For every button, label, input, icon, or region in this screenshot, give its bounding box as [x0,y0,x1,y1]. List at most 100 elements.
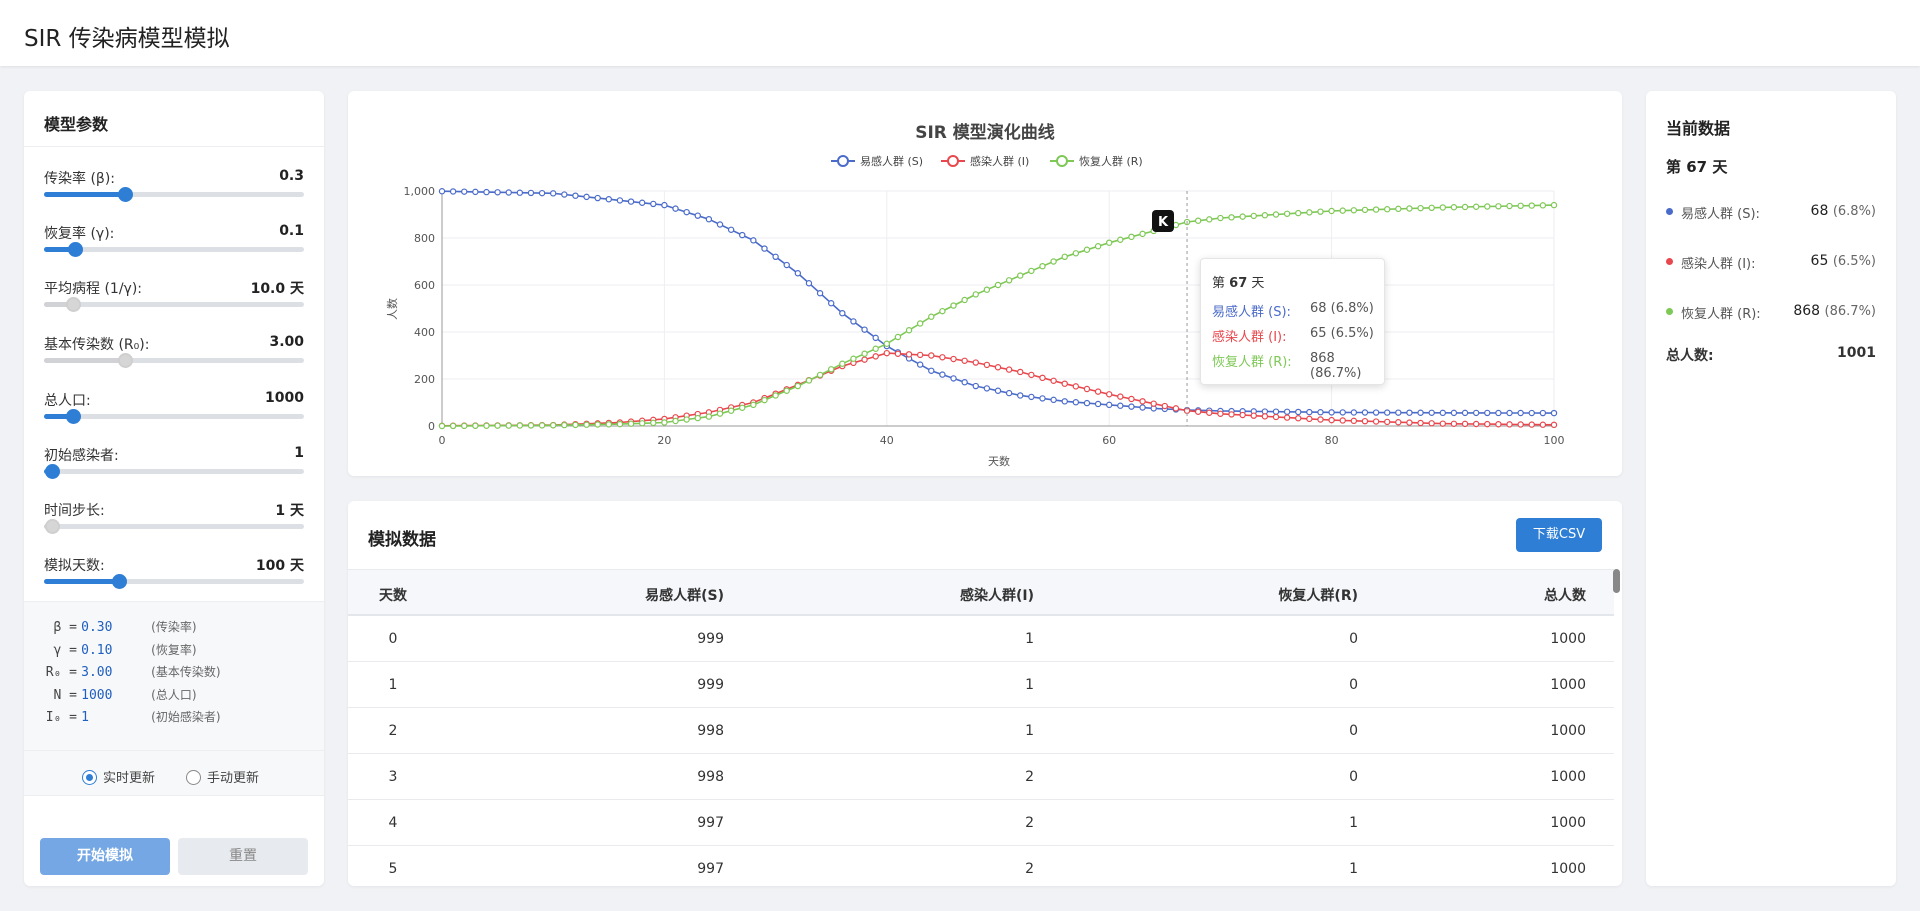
param-3: 基本传染数 (R₀): 3.00 [44,334,304,374]
series-point [1106,391,1113,398]
series-point [1039,262,1046,270]
series-point [1328,207,1335,215]
hover-marker-label: K [1158,215,1169,230]
y-tick-label: 800 [414,232,435,245]
series-point [494,189,501,196]
manual-update-radio[interactable]: 手动更新 [186,767,259,786]
table-cell: 2 [1025,769,1034,785]
series-point [449,422,457,430]
slider-handle[interactable] [65,409,81,424]
x-tick-label: 0 [439,434,446,447]
reset-button[interactable]: 重置 [178,838,308,875]
table-scrollbar[interactable] [1613,569,1620,593]
series-point [972,382,979,390]
param-slider[interactable] [44,242,304,257]
y-tick-label: 400 [414,326,435,339]
series-point [672,417,679,425]
series-point [916,320,924,327]
series-point [972,291,979,298]
series-point [527,189,535,197]
series-point [1017,272,1024,279]
tooltip-series-name: 恢复人群 (R): [1212,355,1292,370]
series-point [1061,253,1068,260]
series-point [1517,409,1524,417]
eq-symbol: R₀ = [45,665,77,680]
series-point [1350,409,1358,416]
series-point [583,421,590,428]
series-point [1128,233,1135,241]
tooltip-series-value: 65 (6.5%) [1310,326,1374,341]
series-point [794,270,802,277]
param-slider[interactable] [44,464,304,479]
param-value: 3.00 [269,334,304,350]
download-csv-button[interactable]: 下载CSV [1516,518,1602,552]
series-point [1283,414,1291,421]
series-point [1539,202,1547,209]
slider-handle[interactable] [68,242,84,257]
series-point [783,261,790,269]
series-point [605,421,612,428]
series-point [1484,203,1491,210]
table-cell: 999 [697,677,724,693]
series-point [1194,408,1202,415]
series-point [1361,409,1369,416]
series-point [994,387,1002,394]
data-table: 天数 易感人群(S) 感染人群(I) 恢复人群(R) 总人数 0 999 1 0 1000 1 999… [348,569,1614,886]
series-point [850,318,857,325]
slider-handle[interactable] [117,187,133,202]
param-2: 平均病程 (1/γ): 10.0 天 [44,278,304,318]
series-point [816,290,824,297]
series-point [750,237,757,244]
series-point [994,364,1002,371]
eq-value: 3.00 [81,665,113,680]
realtime-update-radio[interactable]: 实时更新 [82,767,155,786]
series-point [872,353,879,360]
table-row: 5 997 2 1 1000 [348,846,1614,886]
series-point [1361,206,1369,214]
table-cell: 1 [1025,723,1034,739]
param-label: 模拟天数: [44,558,105,574]
series-point [1083,385,1091,393]
series-point [650,419,657,427]
start-simulation-button[interactable]: 开始模拟 [40,838,170,875]
series-point [794,382,802,390]
series-point [1439,409,1447,417]
table-cell: 1 [388,677,398,693]
series-point [494,422,501,429]
current-data-title: 当前数据 [1666,119,1731,138]
series-point [1239,411,1246,419]
series-dot-icon [1666,308,1673,315]
param-slider[interactable] [44,187,304,202]
series-point [1317,208,1324,215]
chart-card: SIR 模型演化曲线 易感人群 (S) 感染人群 (I) 恢复人群 (R) 0 20 40 6… [348,91,1622,476]
param-value: 1000 [265,390,304,406]
series-point [1539,409,1547,417]
series-point [472,188,479,196]
param-slider[interactable] [44,574,304,589]
series-point [828,300,835,307]
series-point [461,188,468,195]
series-point [1428,409,1435,416]
series-point [1350,417,1358,425]
series-point [1339,207,1346,214]
series-point [1017,368,1024,376]
series-point [805,377,813,384]
series-point [483,188,490,196]
series-point [1206,216,1213,223]
series-point [1339,417,1346,424]
slider-handle[interactable] [44,464,60,479]
series-point [438,422,446,430]
param-slider[interactable] [44,409,304,424]
series-point [950,355,957,363]
series-point [1172,405,1180,412]
slider-handle [65,297,81,312]
slider-handle[interactable] [112,574,128,589]
series-point [650,200,657,208]
series-point [1194,217,1202,224]
series-point [1383,418,1391,426]
series-point [1128,395,1135,403]
series-point [516,422,524,429]
series-point [1228,214,1235,221]
table-header-cell: 易感人群(S) [645,588,724,604]
